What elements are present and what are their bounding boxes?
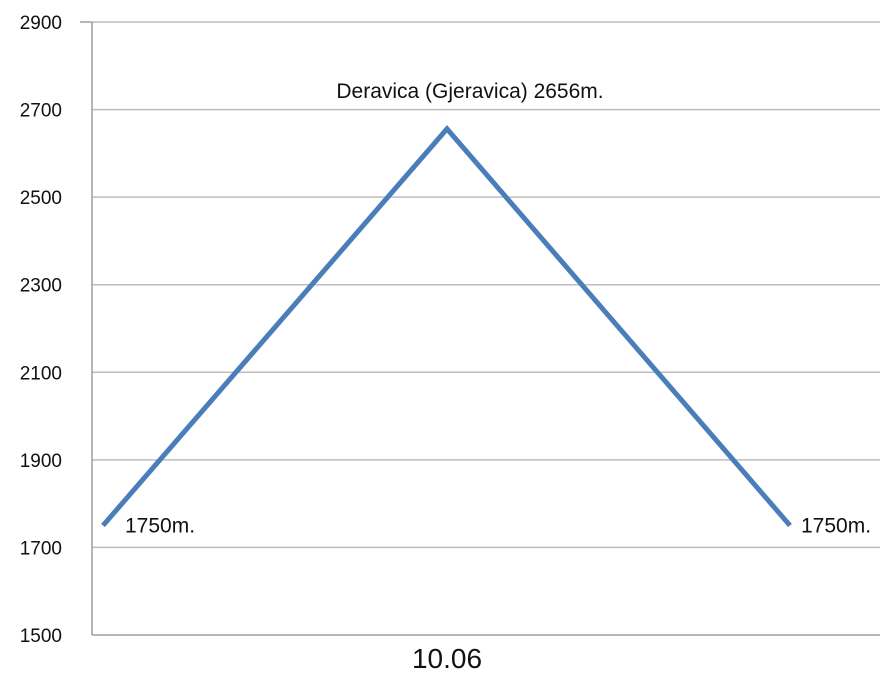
point-label-0: 1750m. — [125, 515, 195, 538]
y-tick-label-2500: 2500 — [20, 188, 62, 209]
y-tick-label-1900: 1900 — [20, 451, 62, 472]
data-labels: 1750m. Deravica (Gjeravica) 2656m. 1750m. — [125, 80, 871, 538]
series-line-0 — [101, 125, 792, 528]
y-axis-ticks: 1500 1700 1900 2100 2300 2500 2700 2900 — [20, 13, 62, 647]
y-tick-label-2300: 2300 — [20, 276, 62, 297]
y-tick-label-1700: 1700 — [20, 538, 62, 559]
point-label-2: 1750m. — [801, 515, 871, 538]
y-tick-label-2700: 2700 — [20, 101, 62, 122]
axes — [80, 21, 880, 636]
series-layer — [101, 125, 792, 528]
grid-lines — [92, 21, 880, 549]
point-label-1: Deravica (Gjeravica) 2656m. — [336, 80, 603, 103]
y-tick-label-2100: 2100 — [20, 363, 62, 384]
y-tick-label-2900: 2900 — [20, 13, 62, 34]
y-tick-label-1500: 1500 — [20, 626, 62, 647]
x-category-label: 10.06 — [412, 643, 482, 674]
